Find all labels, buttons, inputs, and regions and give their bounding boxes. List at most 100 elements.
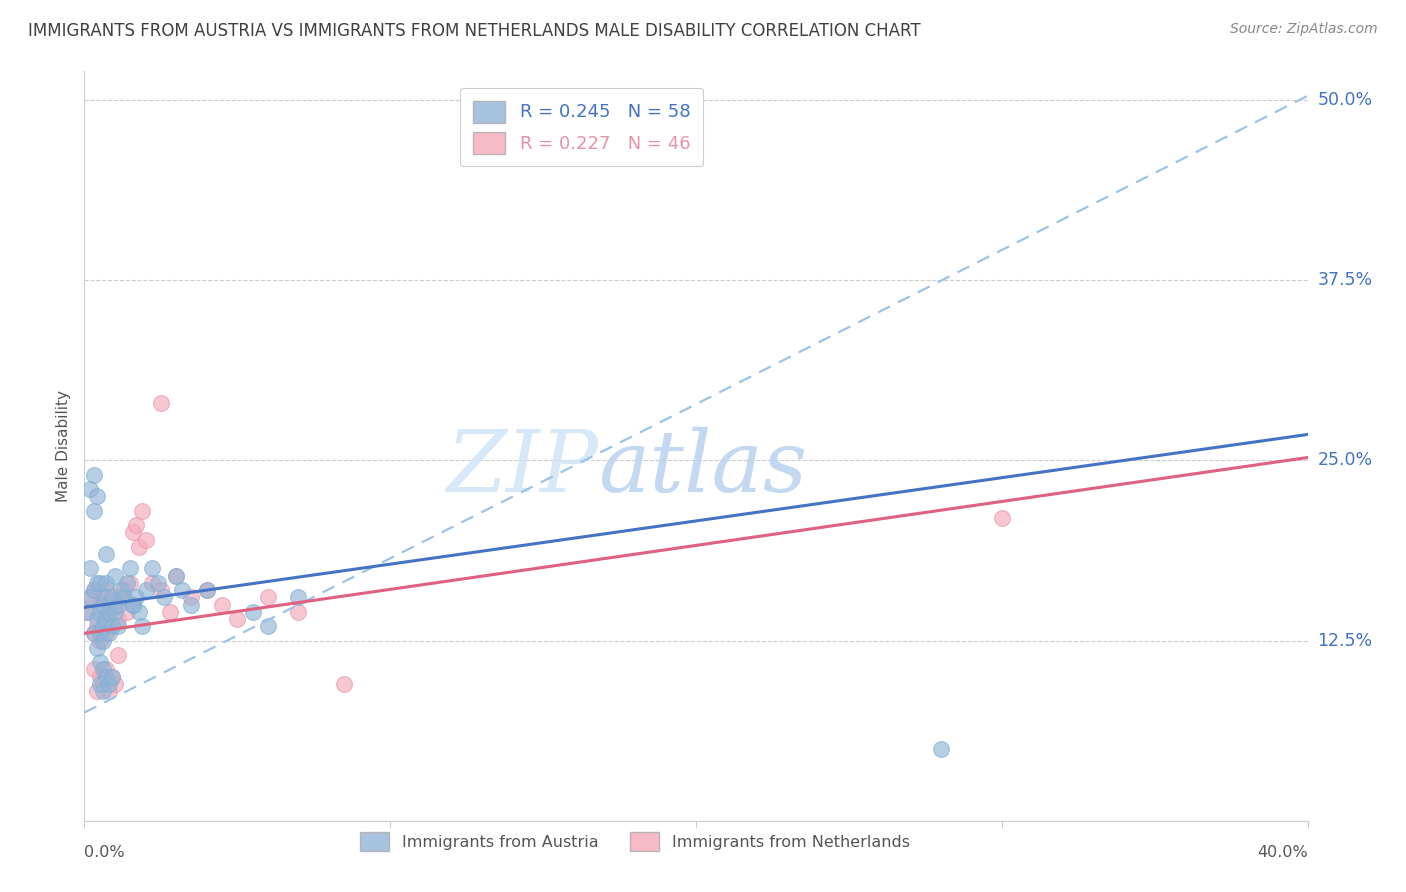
Point <box>94 612 117 626</box>
Point <box>91 619 114 633</box>
Point <box>107 648 129 662</box>
Point <box>159 605 181 619</box>
Point <box>120 575 142 590</box>
Point <box>135 583 157 598</box>
Point <box>94 591 117 605</box>
Point <box>149 583 172 598</box>
Text: Source: ZipAtlas.com: Source: ZipAtlas.com <box>1230 22 1378 37</box>
Point <box>89 677 111 691</box>
Point <box>76 605 98 619</box>
Point <box>86 640 108 655</box>
Point <box>97 684 120 698</box>
Text: 12.5%: 12.5% <box>1317 632 1372 649</box>
Point <box>89 605 111 619</box>
Point <box>125 518 148 533</box>
Point <box>146 575 169 590</box>
Point <box>89 626 111 640</box>
Text: 25.0%: 25.0% <box>1317 451 1372 469</box>
Point <box>91 684 114 698</box>
Point <box>131 504 153 518</box>
Text: 40.0%: 40.0% <box>1257 845 1308 860</box>
Point <box>101 669 124 683</box>
Point <box>257 619 280 633</box>
Point <box>172 583 194 598</box>
Point <box>195 583 218 598</box>
Y-axis label: Male Disability: Male Disability <box>56 390 72 502</box>
Point <box>76 605 98 619</box>
Point <box>86 619 108 633</box>
Point <box>101 619 124 633</box>
Point <box>97 605 120 619</box>
Point <box>141 575 163 590</box>
Point <box>287 591 309 605</box>
Point <box>128 540 150 554</box>
Point <box>141 561 163 575</box>
Point <box>97 626 120 640</box>
Point <box>83 467 105 482</box>
Text: IMMIGRANTS FROM AUSTRIA VS IMMIGRANTS FROM NETHERLANDS MALE DISABILITY CORRELATI: IMMIGRANTS FROM AUSTRIA VS IMMIGRANTS FR… <box>28 22 921 40</box>
Point <box>195 583 218 598</box>
Point <box>128 605 150 619</box>
Point <box>125 591 148 605</box>
Point <box>110 591 132 605</box>
Point <box>79 591 101 605</box>
Point <box>89 598 111 612</box>
Point <box>94 547 117 561</box>
Point <box>107 619 129 633</box>
Point <box>79 482 101 496</box>
Point <box>83 583 105 598</box>
Point <box>79 561 101 575</box>
Point <box>91 633 114 648</box>
Point <box>86 575 108 590</box>
Point <box>86 490 108 504</box>
Point <box>83 626 105 640</box>
Text: 50.0%: 50.0% <box>1317 91 1372 109</box>
Point <box>89 669 111 683</box>
Point <box>89 633 111 648</box>
Text: 0.0%: 0.0% <box>84 845 125 860</box>
Legend: Immigrants from Austria, Immigrants from Netherlands: Immigrants from Austria, Immigrants from… <box>353 825 917 857</box>
Point <box>122 598 145 612</box>
Point <box>94 669 117 683</box>
Point <box>94 583 117 598</box>
Point <box>79 591 101 605</box>
Point <box>101 591 124 605</box>
Point <box>83 583 105 598</box>
Point <box>91 598 114 612</box>
Point <box>180 591 202 605</box>
Point <box>86 612 108 626</box>
Point <box>929 741 952 756</box>
Point <box>112 583 135 598</box>
Point <box>101 669 124 683</box>
Point <box>165 568 187 582</box>
Text: ZIP: ZIP <box>446 427 598 510</box>
Text: 37.5%: 37.5% <box>1317 271 1372 289</box>
Point <box>97 677 120 691</box>
Point <box>115 575 138 590</box>
Point <box>131 619 153 633</box>
Point <box>115 605 138 619</box>
Point <box>91 677 114 691</box>
Point <box>153 591 176 605</box>
Point <box>122 598 145 612</box>
Point <box>94 575 117 590</box>
Point <box>104 677 127 691</box>
Point <box>120 561 142 575</box>
Point <box>97 605 120 619</box>
Point <box>107 598 129 612</box>
Point <box>89 655 111 669</box>
Point <box>122 525 145 540</box>
Point <box>104 598 127 612</box>
Point <box>135 533 157 547</box>
Point <box>333 677 356 691</box>
Point <box>86 684 108 698</box>
Point <box>112 591 135 605</box>
Point <box>91 591 114 605</box>
Point <box>83 504 105 518</box>
Point <box>180 598 202 612</box>
Point <box>211 598 233 612</box>
Point <box>94 662 117 676</box>
Point <box>94 626 117 640</box>
Point <box>991 511 1014 525</box>
Point <box>104 568 127 582</box>
